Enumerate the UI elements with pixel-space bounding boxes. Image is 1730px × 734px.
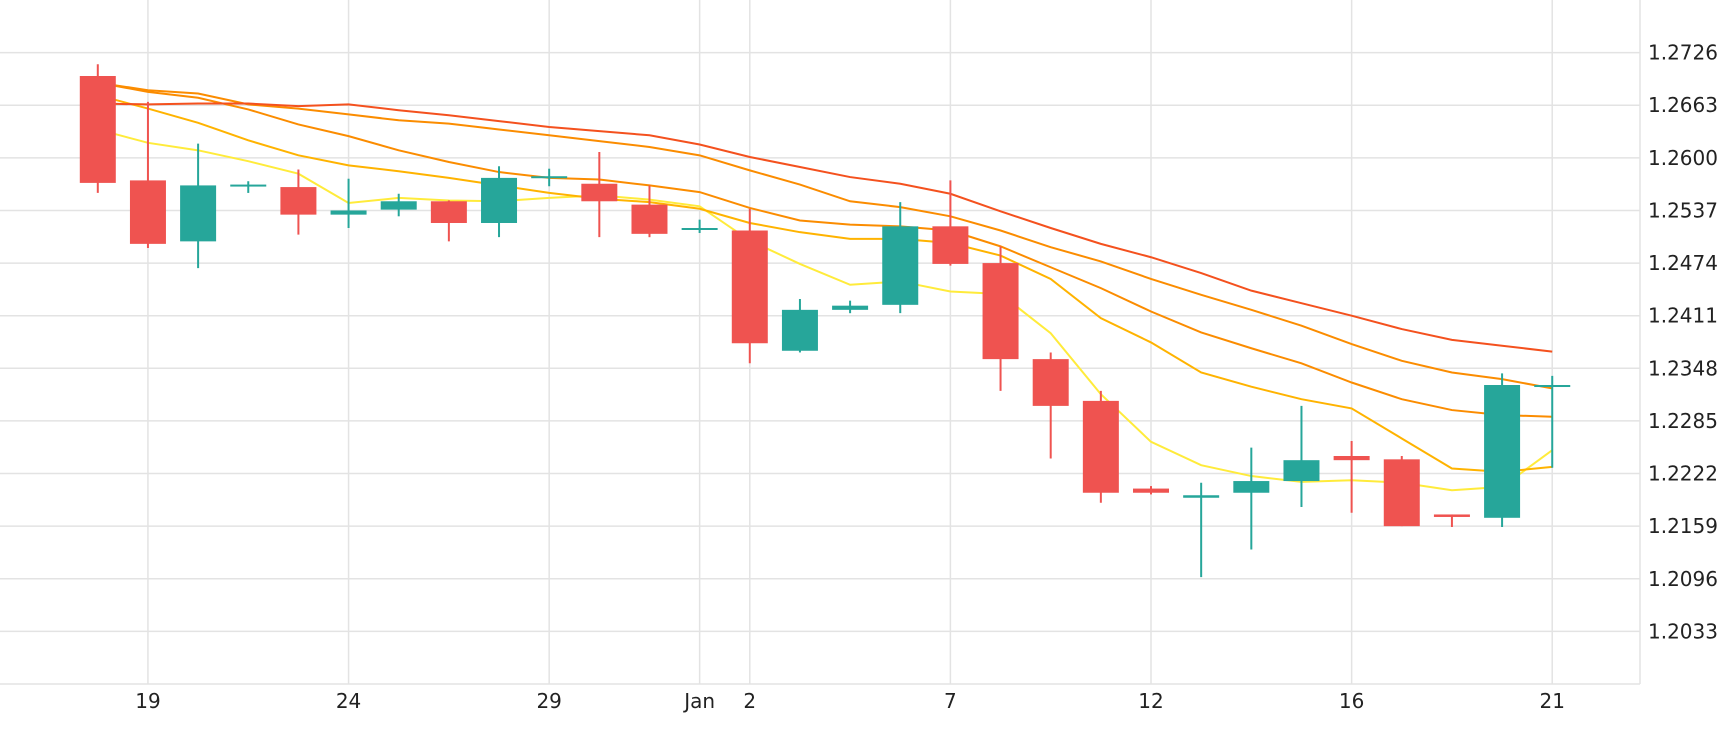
- y-tick-label: 1.2726: [1648, 41, 1718, 65]
- candle-body: [1283, 460, 1320, 482]
- candle: [781, 298, 818, 353]
- candle: [380, 193, 417, 217]
- candle-body: [1233, 481, 1270, 493]
- candle-body: [1133, 488, 1170, 493]
- candle-body: [1534, 385, 1571, 388]
- moving-average-line-4: [97, 81, 1553, 390]
- candle: [330, 178, 367, 228]
- candle-body: [731, 230, 768, 344]
- candle: [1383, 456, 1420, 527]
- candle: [1082, 390, 1119, 503]
- y-tick-label: 1.2600: [1648, 146, 1718, 170]
- candle-body: [581, 183, 618, 202]
- candle: [731, 208, 768, 364]
- x-tick-label: 7: [944, 689, 957, 713]
- y-tick-label: 1.2348: [1648, 356, 1718, 380]
- candle: [832, 300, 869, 314]
- candle-body: [1484, 385, 1521, 518]
- x-tick-label: 16: [1339, 689, 1364, 713]
- y-tick-label: 1.2159: [1648, 514, 1718, 538]
- candle: [1233, 447, 1270, 550]
- candle: [932, 180, 969, 266]
- candle: [581, 152, 618, 238]
- y-tick-label: 1.2222: [1648, 462, 1718, 486]
- candle: [1433, 514, 1470, 527]
- y-tick-label: 1.2537: [1648, 198, 1718, 222]
- y-tick-label: 1.2663: [1648, 93, 1718, 117]
- candle: [882, 202, 919, 314]
- candle: [531, 168, 568, 187]
- candle: [180, 143, 217, 269]
- x-tick-label: Jan: [682, 689, 715, 713]
- candle-body: [1032, 359, 1069, 406]
- candle-body: [129, 180, 166, 244]
- candle: [1032, 352, 1069, 459]
- candle: [129, 101, 166, 249]
- candle-body: [230, 184, 267, 187]
- candle-body: [1082, 400, 1119, 493]
- candle: [280, 169, 317, 235]
- candle: [79, 64, 116, 193]
- x-tick-label: 12: [1138, 689, 1163, 713]
- moving-average-line-3: [97, 81, 1553, 418]
- candle-body: [280, 187, 317, 215]
- candle-body: [1333, 456, 1370, 461]
- y-tick-label: 1.2285: [1648, 409, 1718, 433]
- candle-body: [481, 177, 518, 223]
- candle: [982, 246, 1019, 391]
- candle: [1133, 486, 1170, 495]
- y-tick-label: 1.2411: [1648, 304, 1718, 328]
- moving-average-line-1: [97, 128, 1553, 492]
- candle: [430, 200, 467, 242]
- candle-body: [430, 201, 467, 223]
- candle: [1534, 375, 1571, 468]
- x-tick-label: 2: [743, 689, 756, 713]
- candle-body: [932, 226, 969, 264]
- moving-average-lines: [97, 81, 1553, 492]
- candle: [230, 181, 267, 193]
- x-tick-label: 21: [1540, 689, 1565, 713]
- grid-lines: [0, 0, 1641, 685]
- y-tick-label: 1.2096: [1648, 567, 1718, 591]
- candle: [631, 185, 668, 238]
- candle: [1283, 405, 1320, 507]
- y-tick-label: 1.2474: [1648, 251, 1718, 275]
- x-tick-label: 19: [135, 689, 160, 713]
- y-tick-label: 1.2033: [1648, 619, 1718, 643]
- candle-body: [781, 309, 818, 351]
- candle-body: [882, 226, 919, 305]
- candle-body: [531, 176, 568, 179]
- candle-body: [832, 305, 869, 310]
- moving-average-line-2: [97, 94, 1553, 473]
- candle-body: [330, 210, 367, 215]
- candle-body: [681, 228, 718, 230]
- candle: [681, 219, 718, 234]
- y-axis: 1.2726 1.2663 1.2600 1.2537 1.2474 1.2411 1.23…: [1648, 41, 1718, 644]
- candle: [1484, 373, 1521, 527]
- x-tick-label: 24: [336, 689, 361, 713]
- candles: [79, 64, 1571, 578]
- candle-body: [982, 263, 1019, 360]
- candle-body: [631, 204, 668, 234]
- candle: [481, 166, 518, 238]
- x-tick-label: 29: [536, 689, 561, 713]
- candle-body: [1183, 495, 1220, 498]
- candle-body: [1433, 514, 1470, 517]
- candle: [1333, 440, 1370, 513]
- candle-body: [1383, 459, 1420, 527]
- candle-body: [79, 76, 116, 183]
- x-axis: 19 24 29 Jan 2 7 12 16 21: [135, 689, 1565, 713]
- moving-average-line-5: [97, 102, 1553, 353]
- candle-body: [180, 185, 217, 242]
- candle: [1183, 482, 1220, 578]
- candle-body: [380, 201, 417, 210]
